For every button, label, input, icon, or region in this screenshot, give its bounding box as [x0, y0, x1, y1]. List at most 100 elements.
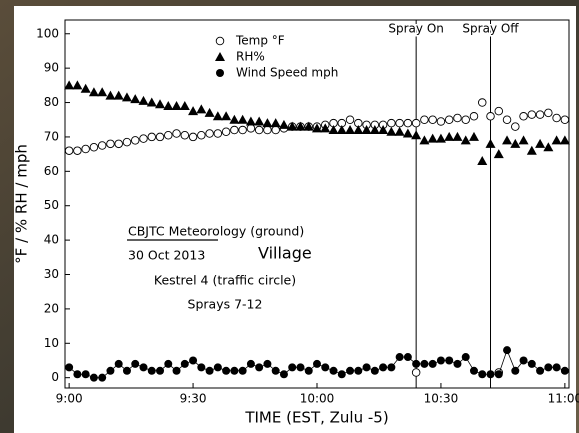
- x-tick-label: 10:00: [300, 392, 335, 406]
- data-point: [545, 109, 553, 117]
- data-point: [478, 99, 486, 107]
- y-tick-label: 10: [44, 336, 59, 350]
- data-point: [437, 118, 445, 126]
- data-point: [544, 363, 552, 371]
- data-point: [536, 111, 544, 119]
- data-point: [429, 116, 437, 124]
- y-tick-label: 0: [51, 370, 59, 384]
- data-point: [478, 370, 486, 378]
- data-point: [445, 356, 453, 364]
- data-point: [214, 130, 222, 138]
- y-tick-label: 60: [44, 164, 59, 178]
- data-point: [222, 128, 230, 136]
- data-point: [429, 360, 437, 368]
- data-point: [396, 119, 404, 127]
- data-point: [139, 363, 147, 371]
- data-point: [98, 374, 106, 382]
- data-point: [214, 363, 222, 371]
- data-point: [462, 116, 470, 124]
- data-point: [495, 370, 503, 378]
- data-point: [264, 126, 272, 134]
- event-label: Spray Off: [462, 22, 519, 36]
- y-tick-label: 30: [44, 267, 59, 281]
- data-point: [239, 126, 247, 134]
- data-point: [272, 367, 280, 375]
- data-point: [561, 116, 569, 124]
- data-point: [206, 367, 214, 375]
- data-point: [198, 131, 206, 139]
- data-point: [420, 360, 428, 368]
- data-point: [123, 138, 131, 146]
- note-site: Village: [258, 244, 312, 263]
- data-point: [65, 147, 73, 155]
- data-point: [255, 363, 263, 371]
- data-point: [239, 367, 247, 375]
- data-point: [131, 360, 139, 368]
- data-point: [520, 112, 528, 120]
- data-point: [131, 137, 139, 145]
- data-point: [181, 360, 189, 368]
- data-point: [197, 363, 205, 371]
- data-point: [247, 125, 255, 133]
- x-axis-title: TIME (EST, Zulu -5): [244, 409, 388, 427]
- y-tick-label: 40: [44, 233, 59, 247]
- data-point: [82, 370, 90, 378]
- data-point: [98, 142, 106, 150]
- data-point: [164, 131, 172, 139]
- data-point: [280, 370, 288, 378]
- data-point: [82, 145, 90, 153]
- data-point: [263, 360, 271, 368]
- data-point: [487, 370, 495, 378]
- data-point: [528, 111, 536, 119]
- data-point: [404, 353, 412, 361]
- data-point: [470, 367, 478, 375]
- data-point: [445, 116, 453, 124]
- data-point: [404, 119, 412, 127]
- data-point: [173, 367, 181, 375]
- data-point: [288, 363, 296, 371]
- data-point: [371, 367, 379, 375]
- data-point: [421, 116, 429, 124]
- data-point: [115, 360, 123, 368]
- data-point: [164, 360, 172, 368]
- data-point: [462, 353, 470, 361]
- data-point: [148, 367, 156, 375]
- data-point: [90, 374, 98, 382]
- data-point: [346, 116, 354, 124]
- data-point: [487, 112, 495, 120]
- y-tick-label: 50: [44, 198, 59, 212]
- data-point: [272, 126, 280, 134]
- legend-label: Wind Speed mph: [236, 66, 338, 80]
- x-tick-label: 11:00: [548, 392, 579, 406]
- note-instrument: Kestrel 4 (traffic circle): [154, 273, 296, 288]
- data-point: [536, 367, 544, 375]
- note-heading: CBJTC Meteorology (ground): [128, 224, 304, 239]
- data-point: [115, 140, 123, 148]
- data-point: [561, 367, 569, 375]
- data-point: [553, 363, 561, 371]
- y-tick-label: 70: [44, 129, 59, 143]
- data-point: [511, 123, 519, 131]
- legend-marker: [216, 37, 224, 45]
- legend-marker: [216, 69, 224, 77]
- data-point: [74, 147, 82, 155]
- data-point: [73, 370, 81, 378]
- data-point: [123, 367, 131, 375]
- data-point: [222, 367, 230, 375]
- data-point: [354, 367, 362, 375]
- data-point: [379, 363, 387, 371]
- y-tick-label: 100: [36, 26, 59, 40]
- data-point: [412, 360, 420, 368]
- data-point: [396, 353, 404, 361]
- data-point: [231, 126, 239, 134]
- data-point: [338, 370, 346, 378]
- data-point: [255, 126, 263, 134]
- data-point: [106, 367, 114, 375]
- y-tick-label: 80: [44, 95, 59, 109]
- note-sprays: Sprays 7-12: [188, 297, 263, 312]
- data-point: [148, 133, 156, 141]
- data-point: [363, 363, 371, 371]
- data-point: [296, 363, 304, 371]
- data-point: [520, 356, 528, 364]
- data-point: [247, 360, 255, 368]
